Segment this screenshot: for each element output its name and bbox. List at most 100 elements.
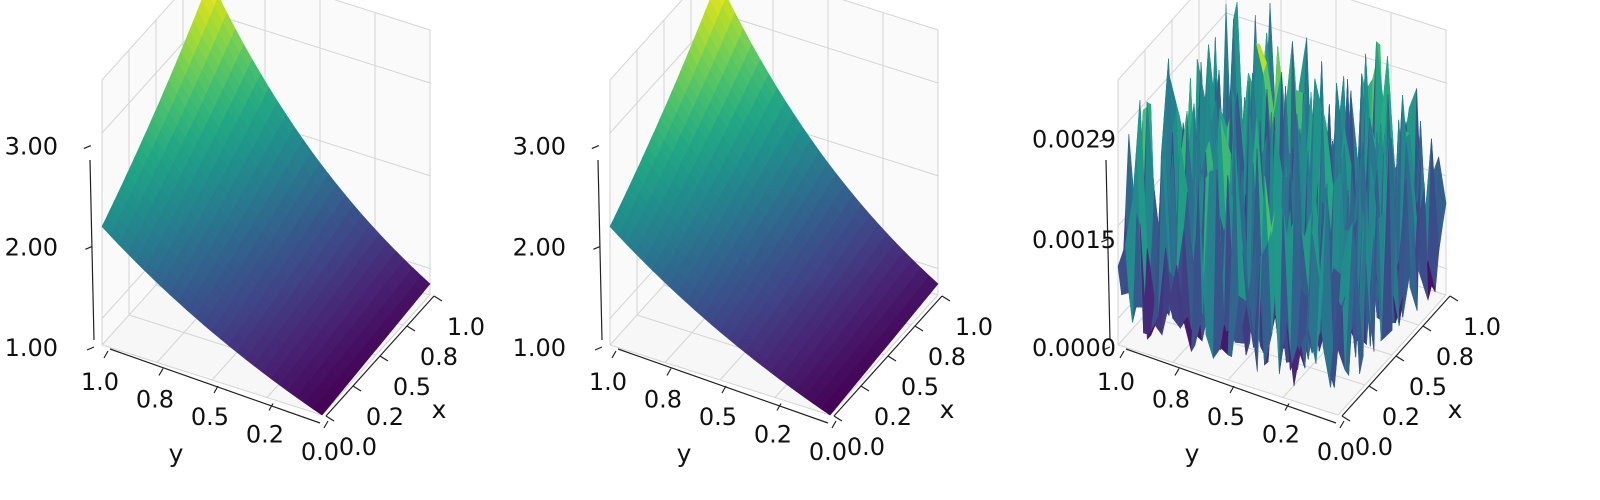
y-tick-label: 0.8 [644,386,682,414]
surface-patch [313,403,327,416]
y-tick-label: 0.5 [699,403,737,431]
x-tick [833,415,843,422]
z-tick-label: 3.00 [513,133,566,161]
z-tick [594,346,603,351]
z-tick-label: 3.00 [5,133,58,161]
z-tick [83,145,92,150]
y-tick-label: 0.8 [1152,386,1190,414]
y-tick-label: 0.8 [136,386,174,414]
y-tick-label: 0.0 [1317,438,1355,466]
z-tick-label: 0.0000 [1032,334,1116,362]
axes: 1.002.003.001.00.80.50.20.0y 0.00.20.50.8… [5,133,486,468]
x-tick-label: 1.0 [955,313,993,341]
z-tick [1102,346,1111,351]
z-tick-label: 0.0029 [1032,125,1116,153]
surface-patch [718,0,726,8]
axes: 1.002.003.001.00.80.50.20.0y 0.00.20.50.8… [513,133,994,468]
z-tick [85,245,93,250]
grid-line [1117,0,1191,81]
y-axis-label: y [169,439,184,468]
x-tick [914,325,924,332]
z-tick [591,145,600,150]
grid-line [609,0,683,81]
x-tick-label: 0.8 [420,343,458,371]
y-tick [213,385,219,394]
y-axis-line [617,348,829,424]
y-tick [268,403,274,411]
z-axis-line [1105,159,1111,341]
x-tick-label: 1.0 [1463,313,1501,341]
grid-line [1350,0,1447,31]
x-tick [379,355,389,362]
x-tick [406,325,416,332]
grid-line [717,12,939,84]
z-tick-label: 1.00 [513,334,566,362]
panel-absolute-error: Absolute error0.00000.00150.00291.00.80.… [1032,0,1501,468]
x-tick [1449,295,1459,302]
y-tick [831,420,837,429]
z-tick [593,245,601,250]
x-tick [1341,415,1351,422]
x-tick [941,295,951,302]
y-tick-label: 1.0 [1097,368,1135,396]
y-tick-label: 1.0 [81,368,119,396]
grid-line [334,0,431,31]
z-axis-line [597,159,603,341]
surface [101,0,431,416]
y-tick [158,368,164,376]
y-axis-line [109,348,321,424]
surface-patch [210,0,218,8]
z-tick-label: 0.0015 [1032,226,1116,254]
z-tick [1099,137,1107,142]
z-tick-label: 2.00 [5,233,58,261]
x-tick-label: 0.2 [1382,403,1420,431]
y-tick-label: 0.0 [301,438,339,466]
y-tick [721,385,727,394]
grid-line [101,0,175,81]
surface [609,0,939,416]
x-tick [352,385,362,392]
y-tick-label: 1.0 [589,368,627,396]
panel-predicted-r: Predicted r1.002.003.001.00.80.50.20.0y0… [513,0,994,468]
y-tick-label: 0.5 [1207,403,1245,431]
x-tick [433,295,443,302]
x-tick [1368,385,1378,392]
grid-line [209,12,431,84]
x-tick-label: 0.0 [1355,433,1393,461]
x-tick-label: 1.0 [447,313,485,341]
x-axis-label: x [432,395,447,424]
z-tick [86,346,95,351]
z-tick-label: 1.00 [5,334,58,362]
y-tick-label: 0.0 [809,438,847,466]
x-tick-label: 0.5 [901,373,939,401]
y-tick [103,350,109,359]
y-tick [1229,385,1235,394]
x-tick-label: 0.8 [1436,343,1474,371]
y-tick-label: 0.2 [754,421,792,449]
x-tick-label: 0.2 [874,403,912,431]
y-tick [1174,368,1180,376]
y-tick [776,403,782,411]
x-tick [887,355,897,362]
surface-patch [821,403,835,416]
x-tick-label: 0.0 [339,433,377,461]
x-tick-label: 0.5 [1409,373,1447,401]
x-axis-label: x [940,395,955,424]
grid-line [1117,12,1227,134]
grid-line [1225,12,1447,84]
x-tick-label: 0.8 [928,343,966,371]
y-axis-label: y [1185,439,1200,468]
x-axis-label: x [1448,395,1463,424]
z-axis-line [89,159,95,341]
x-tick [860,385,870,392]
y-tick-label: 0.5 [191,403,229,431]
y-tick [323,420,329,429]
y-axis-line [1125,348,1337,424]
x-tick [1422,325,1432,332]
y-tick [666,368,672,376]
z-tick-label: 2.00 [513,233,566,261]
x-tick [325,415,335,422]
